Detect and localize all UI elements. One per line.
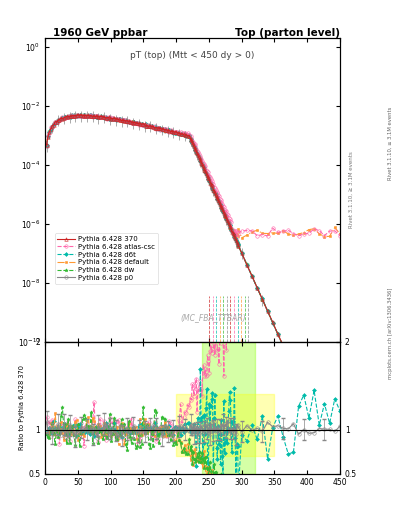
Pythia 6.428 atlas-csc (338, 232, 342, 239)
Pythia 6.428 d6t (44, 142, 49, 148)
Pythia 6.428 d6t (76, 112, 81, 118)
Pythia 6.428 atlas-csc (235, 233, 239, 240)
Pythia 6.428 default (244, 232, 249, 238)
Pythia 6.428 dw (48, 125, 53, 132)
Pythia 6.428 d6t (312, 413, 316, 419)
Pythia 6.428 dw (239, 250, 244, 257)
Pythia 6.428 atlas-csc (144, 122, 149, 128)
Pythia 6.428 370 (79, 112, 83, 118)
Pythia 6.428 p0 (239, 249, 244, 255)
Pythia 6.428 370 (99, 113, 104, 119)
Line: Pythia 6.428 p0: Pythia 6.428 p0 (45, 113, 342, 476)
Pythia 6.428 atlas-csc (317, 227, 321, 233)
Pythia 6.428 p0 (338, 472, 342, 478)
Line: Pythia 6.428 atlas-csc: Pythia 6.428 atlas-csc (45, 113, 342, 238)
Pythia 6.428 p0 (99, 114, 104, 120)
Pythia 6.428 default (44, 142, 49, 148)
Pythia 6.428 default (338, 231, 342, 237)
Pythia 6.428 default (48, 125, 53, 131)
Pythia 6.428 dw (74, 113, 79, 119)
Y-axis label: Ratio to Pythia 6.428 370: Ratio to Pythia 6.428 370 (19, 365, 26, 450)
Text: 1960 GeV ppbar: 1960 GeV ppbar (53, 28, 147, 38)
Pythia 6.428 dw (312, 413, 316, 419)
Pythia 6.428 atlas-csc (48, 124, 53, 131)
Line: Pythia 6.428 d6t: Pythia 6.428 d6t (45, 114, 342, 476)
Pythia 6.428 370 (312, 413, 316, 419)
Pythia 6.428 370 (44, 142, 49, 148)
Line: Pythia 6.428 default: Pythia 6.428 default (45, 113, 342, 239)
Pythia 6.428 dw (338, 472, 342, 478)
Text: pT (top) (Mtt < 450 dy > 0): pT (top) (Mtt < 450 dy > 0) (130, 51, 255, 59)
Pythia 6.428 p0 (76, 113, 81, 119)
Pythia 6.428 p0 (74, 112, 79, 118)
Pythia 6.428 default (239, 235, 244, 241)
Text: mcplots.cern.ch [arXiv:1306.3436]: mcplots.cern.ch [arXiv:1306.3436] (388, 287, 393, 378)
Pythia 6.428 370 (144, 122, 149, 129)
Pythia 6.428 d6t (99, 113, 104, 119)
Pythia 6.428 dw (144, 122, 149, 128)
Line: Pythia 6.428 dw: Pythia 6.428 dw (45, 113, 342, 477)
Pythia 6.428 d6t (338, 471, 342, 477)
Text: (MC_FBA_TTBAR): (MC_FBA_TTBAR) (180, 313, 246, 322)
Pythia 6.428 d6t (144, 121, 149, 127)
Pythia 6.428 dw (44, 142, 49, 148)
Text: Top (parton level): Top (parton level) (235, 28, 340, 38)
Pythia 6.428 p0 (48, 125, 53, 132)
Pythia 6.428 370 (338, 472, 342, 478)
Pythia 6.428 370 (48, 125, 53, 132)
Pythia 6.428 atlas-csc (99, 114, 104, 120)
Y-axis label: Rivet 3.1.10, ≥ 3.1M events: Rivet 3.1.10, ≥ 3.1M events (349, 152, 354, 228)
Pythia 6.428 p0 (312, 413, 316, 419)
Pythia 6.428 d6t (74, 113, 79, 119)
Pythia 6.428 atlas-csc (44, 143, 49, 149)
Pythia 6.428 d6t (239, 250, 244, 257)
Pythia 6.428 default (74, 113, 79, 119)
Pythia 6.428 370 (74, 112, 79, 118)
Pythia 6.428 default (317, 231, 321, 237)
Pythia 6.428 p0 (144, 122, 149, 128)
Legend: Pythia 6.428 370, Pythia 6.428 atlas-csc, Pythia 6.428 d6t, Pythia 6.428 default: Pythia 6.428 370, Pythia 6.428 atlas-csc… (55, 233, 158, 284)
Pythia 6.428 default (99, 114, 104, 120)
Pythia 6.428 p0 (44, 142, 49, 148)
Pythia 6.428 default (79, 112, 83, 118)
Pythia 6.428 dw (79, 112, 83, 118)
Line: Pythia 6.428 370: Pythia 6.428 370 (45, 113, 342, 476)
Pythia 6.428 default (144, 121, 149, 127)
Text: Rivet 3.1.10, ≥ 3.1M events: Rivet 3.1.10, ≥ 3.1M events (388, 106, 393, 180)
Pythia 6.428 atlas-csc (89, 112, 94, 118)
Pythia 6.428 atlas-csc (74, 113, 79, 119)
Pythia 6.428 atlas-csc (244, 227, 249, 233)
Pythia 6.428 370 (239, 250, 244, 256)
Pythia 6.428 d6t (48, 126, 53, 132)
Pythia 6.428 dw (99, 114, 104, 120)
